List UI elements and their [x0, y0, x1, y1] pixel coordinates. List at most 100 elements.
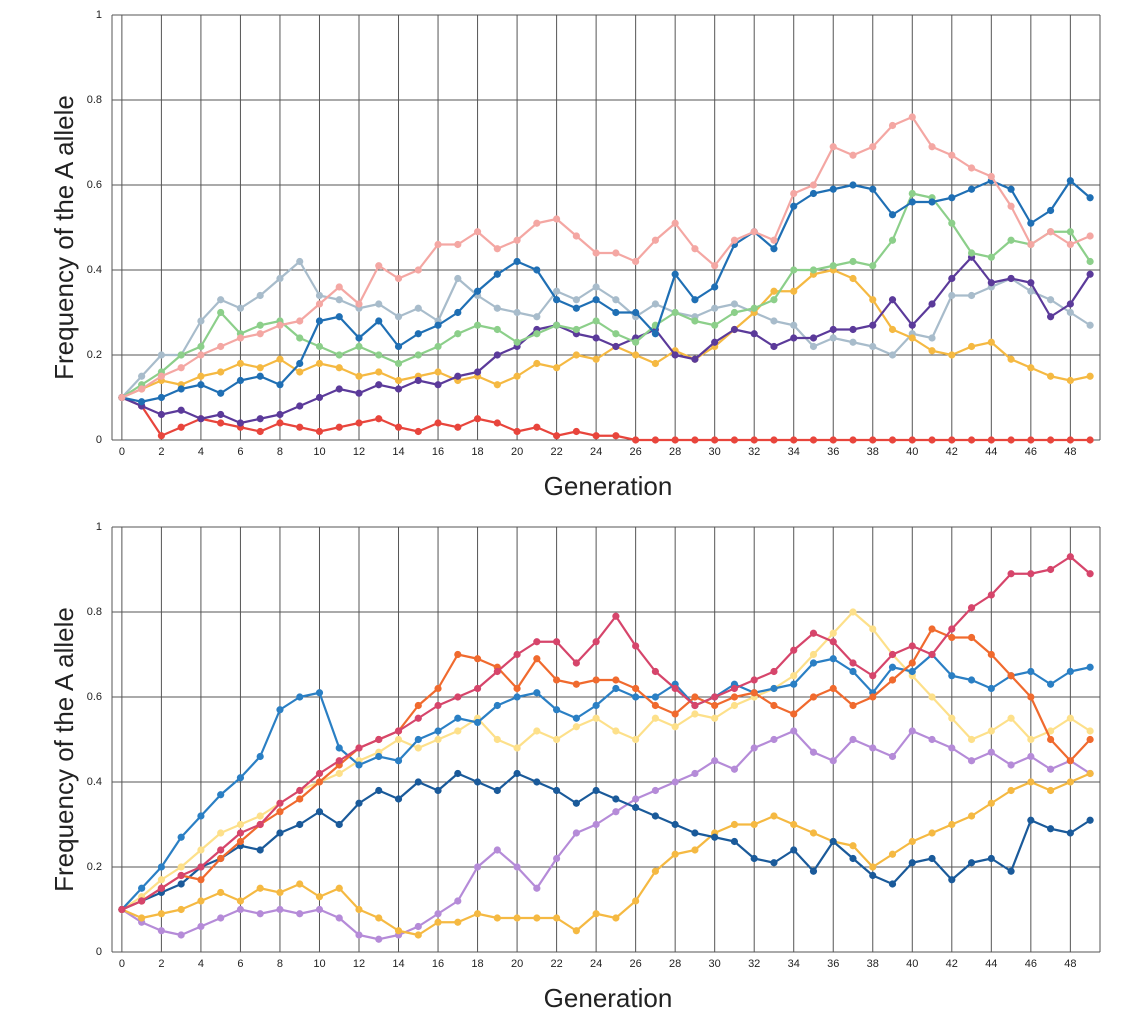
data-point [671, 351, 679, 359]
data-point [651, 359, 660, 368]
data-point [315, 905, 324, 914]
data-point [296, 423, 304, 431]
data-point [691, 693, 699, 701]
data-point [928, 198, 936, 206]
data-point [711, 338, 719, 346]
data-point [1027, 570, 1035, 578]
data-point [809, 629, 818, 637]
data-point [1066, 436, 1074, 444]
data-point [869, 262, 877, 270]
data-point [770, 342, 778, 351]
data-point [967, 164, 976, 172]
data-point [651, 714, 660, 722]
data-point [572, 325, 580, 334]
data-point [750, 330, 758, 338]
data-point [790, 287, 798, 295]
data-point [118, 393, 126, 402]
data-point [928, 300, 936, 308]
data-point [157, 884, 165, 892]
x-tick-label: 38 [867, 446, 879, 458]
data-point [217, 410, 225, 419]
data-point [1086, 270, 1094, 278]
data-point [809, 829, 818, 837]
data-point [1027, 364, 1035, 372]
data-point [572, 304, 580, 312]
data-point [296, 820, 304, 829]
data-point [454, 423, 462, 431]
data-point [217, 342, 225, 351]
data-point [375, 351, 383, 359]
data-point [888, 752, 897, 761]
data-point [513, 744, 521, 752]
data-point [513, 914, 521, 922]
data-point [493, 735, 501, 744]
series-line [121, 555, 1091, 911]
x-tick-label: 26 [630, 958, 642, 970]
data-point [355, 389, 363, 397]
data-point [434, 727, 442, 735]
data-point [869, 436, 877, 444]
data-point [790, 727, 798, 735]
data-point [987, 684, 995, 693]
data-point [335, 744, 343, 752]
data-point [414, 376, 422, 385]
data-point [1027, 667, 1035, 676]
data-point [553, 914, 561, 922]
x-tick-label: 42 [946, 446, 958, 458]
data-point [256, 330, 264, 338]
data-point [553, 854, 561, 863]
data-point [849, 436, 857, 444]
x-tick-label: 24 [590, 446, 602, 458]
data-point [533, 219, 541, 227]
x-tick-label: 40 [906, 958, 918, 970]
data-point [671, 710, 679, 718]
data-point [553, 786, 561, 795]
data-point [157, 432, 165, 440]
data-point [967, 342, 976, 351]
y-tick-label: 0.2 [87, 861, 102, 873]
data-point [493, 381, 501, 389]
data-point [592, 820, 600, 829]
x-tick-label: 46 [1025, 958, 1037, 970]
data-point [711, 262, 719, 270]
data-point [355, 799, 363, 807]
data-point [315, 359, 324, 368]
data-point [177, 833, 185, 841]
data-point [513, 693, 521, 701]
data-point [553, 321, 561, 329]
data-point [138, 372, 146, 380]
data-point [1047, 565, 1055, 574]
y-tick-label: 0.4 [87, 776, 102, 788]
data-point [355, 905, 363, 914]
data-point [1066, 553, 1074, 561]
data-point [513, 372, 521, 380]
data-point [730, 308, 739, 317]
data-point [335, 283, 343, 291]
data-point [750, 228, 758, 236]
data-point [908, 837, 916, 846]
data-point [908, 667, 916, 676]
data-point [157, 393, 165, 402]
data-point [730, 765, 739, 773]
data-point [217, 791, 225, 799]
data-point [553, 215, 561, 223]
data-point [829, 325, 837, 334]
data-point [888, 850, 897, 858]
data-point [217, 419, 225, 427]
data-point [809, 334, 818, 342]
data-point [473, 368, 482, 376]
data-point [394, 376, 403, 385]
data-point [375, 752, 383, 761]
data-point [1007, 570, 1015, 578]
data-point [948, 625, 956, 633]
data-point [533, 727, 541, 735]
data-point [315, 427, 324, 436]
data-point [948, 744, 956, 752]
data-point [1066, 308, 1074, 317]
data-point [711, 714, 719, 722]
data-point [315, 778, 324, 786]
data-point [849, 274, 857, 283]
data-point [750, 304, 758, 312]
data-point [691, 317, 699, 325]
